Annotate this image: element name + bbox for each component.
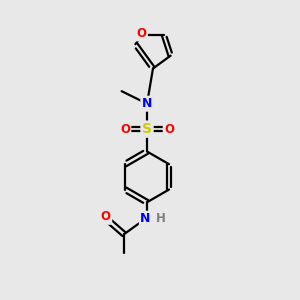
Text: O: O (136, 27, 146, 40)
Text: O: O (101, 210, 111, 224)
Text: S: S (142, 122, 152, 136)
Text: H: H (156, 212, 166, 225)
Text: N: N (140, 212, 151, 225)
Text: N: N (142, 97, 152, 110)
Text: O: O (120, 123, 130, 136)
Text: O: O (164, 123, 174, 136)
